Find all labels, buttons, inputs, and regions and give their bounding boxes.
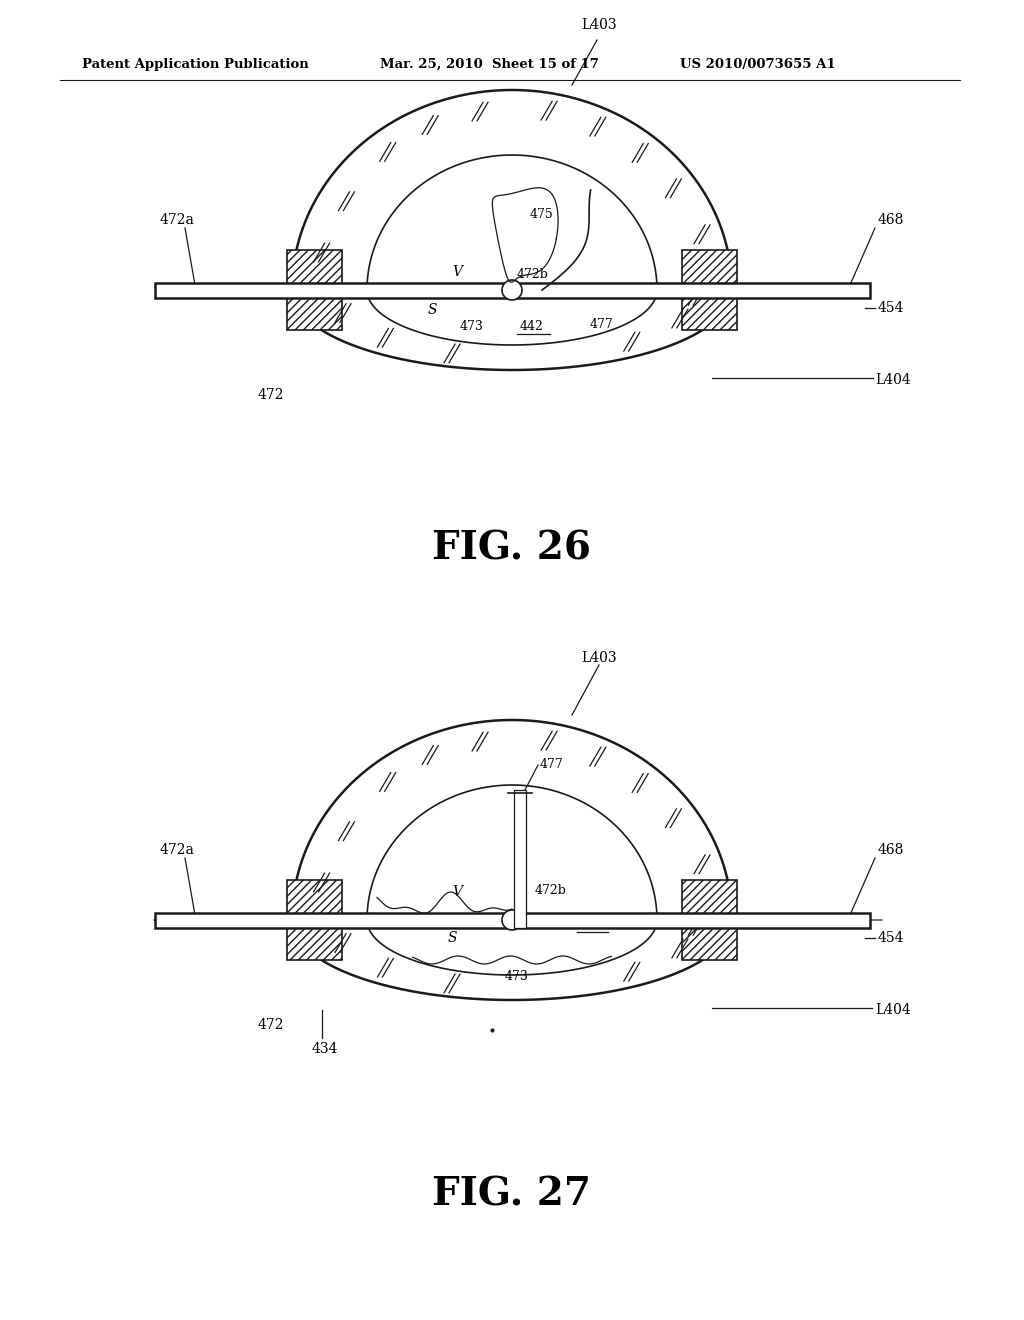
Text: V: V <box>452 884 462 899</box>
Text: 477: 477 <box>540 759 564 771</box>
Bar <box>155 913 870 928</box>
Text: 472a: 472a <box>160 843 195 857</box>
Text: 468: 468 <box>878 213 904 227</box>
Bar <box>682 249 737 290</box>
Text: 477: 477 <box>590 318 613 331</box>
Text: 454: 454 <box>878 931 904 945</box>
Text: 454: 454 <box>878 301 904 315</box>
Text: 472: 472 <box>257 388 284 403</box>
Text: S: S <box>427 304 437 317</box>
Text: L404: L404 <box>874 374 910 387</box>
Text: L404: L404 <box>874 1003 910 1016</box>
Bar <box>682 920 737 960</box>
Text: 472: 472 <box>257 1018 284 1032</box>
Circle shape <box>502 280 522 300</box>
Text: L403: L403 <box>582 18 616 32</box>
Text: 442: 442 <box>580 913 604 927</box>
Text: 473: 473 <box>505 970 529 983</box>
Text: 475: 475 <box>530 209 554 222</box>
Circle shape <box>502 909 522 931</box>
Text: FIG. 27: FIG. 27 <box>432 1175 592 1213</box>
Bar <box>682 290 737 330</box>
Text: 472a: 472a <box>160 213 195 227</box>
Text: 442: 442 <box>520 319 544 333</box>
Text: 472b: 472b <box>517 268 549 281</box>
Text: V: V <box>452 265 462 279</box>
Text: US 2010/0073655 A1: US 2010/0073655 A1 <box>680 58 836 71</box>
Text: 468: 468 <box>878 843 904 857</box>
Bar <box>287 880 342 920</box>
Bar <box>514 789 526 928</box>
Bar <box>155 282 870 298</box>
Bar <box>287 290 342 330</box>
Text: Mar. 25, 2010  Sheet 15 of 17: Mar. 25, 2010 Sheet 15 of 17 <box>380 58 599 71</box>
Text: 473: 473 <box>460 319 484 333</box>
Text: FIG. 26: FIG. 26 <box>432 531 592 568</box>
Text: S: S <box>447 931 457 945</box>
Text: 434: 434 <box>312 1041 339 1056</box>
Text: L403: L403 <box>582 651 616 665</box>
Text: 472b: 472b <box>535 883 567 896</box>
Text: Patent Application Publication: Patent Application Publication <box>82 58 309 71</box>
Bar <box>682 880 737 920</box>
Bar <box>287 249 342 290</box>
Bar <box>287 920 342 960</box>
